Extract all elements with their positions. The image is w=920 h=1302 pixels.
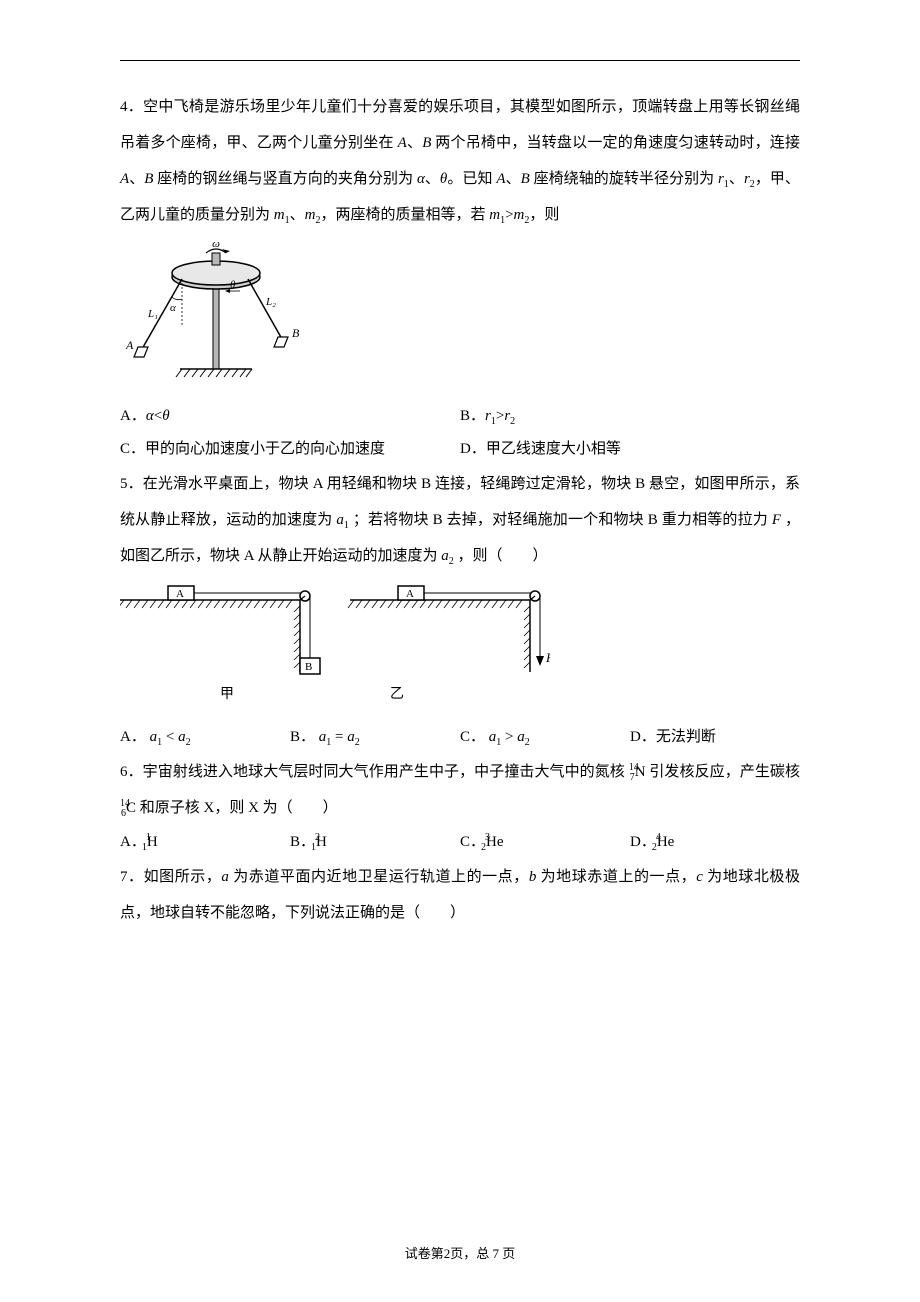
- q6-stem: 6．宇宙射线进入地球大气层时同大气作用产生中子，中子撞击大气中的氮核 147N …: [120, 754, 800, 826]
- q5-stem: 5．在光滑水平桌面上，物块 A 用轻绳和物块 B 连接，轻绳跨过定滑轮，物块 B…: [120, 466, 800, 574]
- q6-optB: B．21H: [290, 826, 460, 859]
- q5-left-B: B: [305, 661, 312, 673]
- q5-F-label: F: [545, 650, 550, 665]
- q4-figure: ω α θ A B L₁ L₂: [120, 239, 800, 394]
- top-rule: [120, 60, 800, 61]
- q5-left-A: A: [176, 588, 184, 600]
- q4-L2-label: L₂: [265, 296, 276, 308]
- q5-figure: A B 甲: [120, 580, 800, 715]
- omega-label: ω: [212, 239, 220, 250]
- alpha-label: α: [170, 302, 176, 314]
- q6-optD: D．42He: [630, 826, 800, 859]
- q4-optC: C．甲的向心加速度小于乙的向心加速度: [120, 433, 460, 466]
- q6-optA: A．11H: [120, 826, 290, 859]
- q5-optB: B． a1 = a2: [290, 721, 460, 754]
- q5-right-A: A: [406, 588, 414, 600]
- theta-label: θ: [230, 279, 236, 291]
- q4-optD: D．甲乙线速度大小相等: [460, 433, 800, 466]
- q4-L1-label: L₁: [147, 308, 158, 320]
- q6-opts: A．11H B．21H C．32He D．42He: [120, 826, 800, 859]
- q4-stem: 4．空中飞椅是游乐场里少年儿童们十分喜爱的娱乐项目，其模型如图所示，顶端转盘上用…: [120, 89, 800, 233]
- q5-optD: D．无法判断: [630, 721, 800, 754]
- q7-stem: 7．如图所示，a 为赤道平面内近地卫星运行轨道上的一点，b 为地球赤道上的一点，…: [120, 859, 800, 931]
- q4-B-label: B: [292, 326, 300, 340]
- q5-optC: C． a1 > a2: [460, 721, 630, 754]
- exam-page: 4．空中飞椅是游乐场里少年儿童们十分喜爱的娱乐项目，其模型如图所示，顶端转盘上用…: [0, 0, 920, 971]
- q4-opts-row2: C．甲的向心加速度小于乙的向心加速度 D．甲乙线速度大小相等: [120, 433, 800, 466]
- q5-optA: A． a1 < a2: [120, 721, 290, 754]
- q4-A-label: A: [125, 338, 134, 352]
- q4-optB: B．r1>r2: [460, 400, 800, 433]
- q5-caption-right: 乙: [390, 686, 404, 702]
- q6-optC: C．32He: [460, 826, 630, 859]
- page-footer: 试卷第2页，总 7 页: [0, 1243, 920, 1262]
- q5-opts: A． a1 < a2 B． a1 = a2 C． a1 > a2 D．无法判断: [120, 721, 800, 754]
- q4-optA: A．α<θ: [120, 400, 460, 433]
- q5-caption-left: 甲: [220, 687, 234, 702]
- q4-opts-row1: A．α<θ B．r1>r2: [120, 400, 800, 433]
